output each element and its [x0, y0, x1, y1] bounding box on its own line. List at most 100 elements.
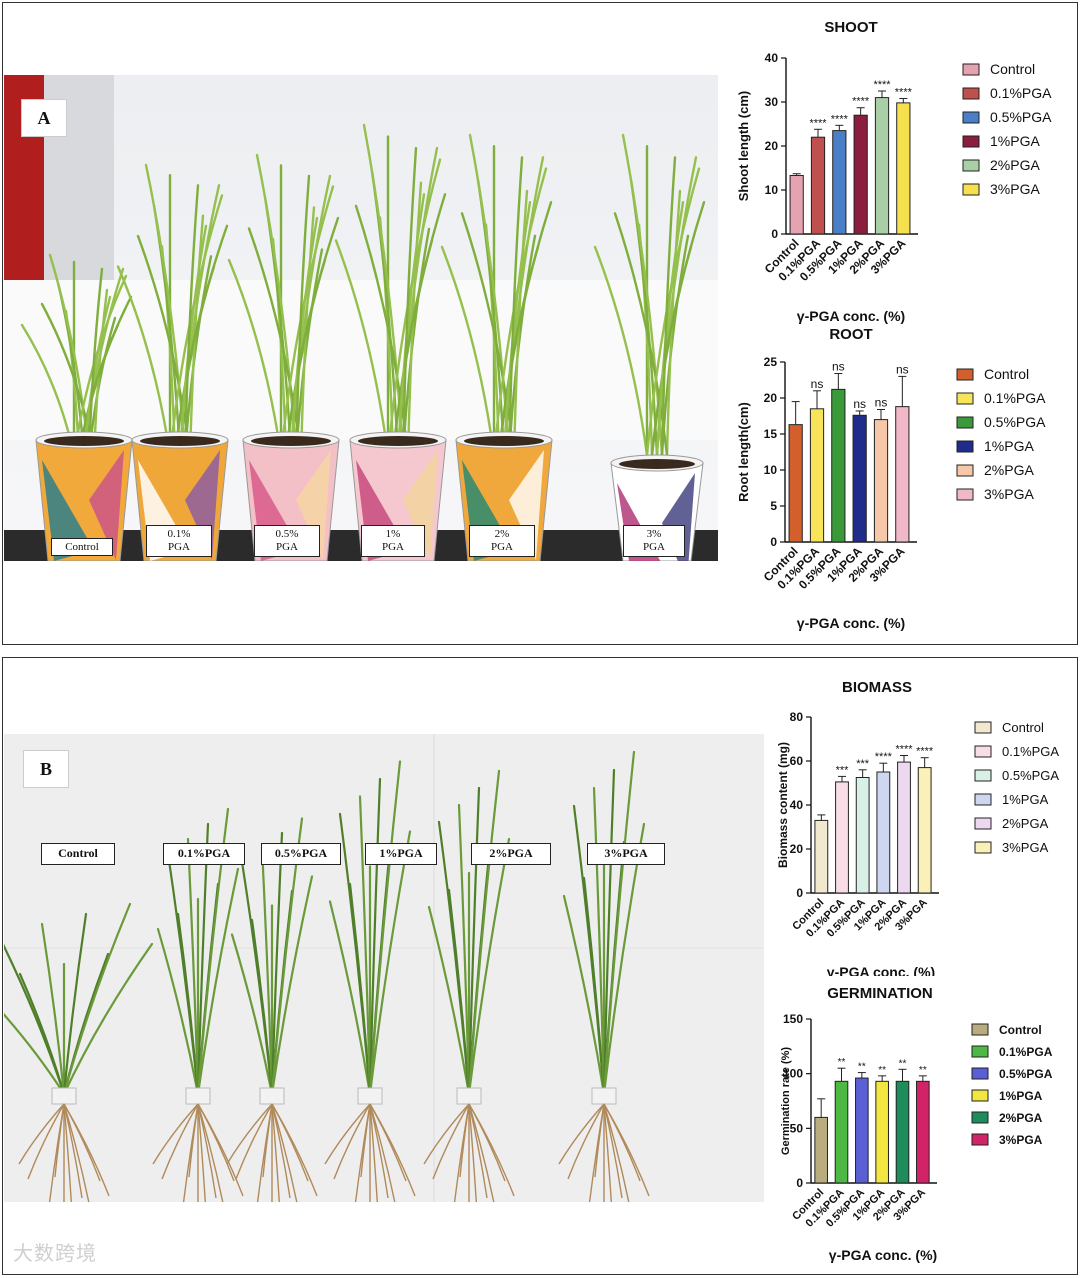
significance-label: **: [899, 1058, 907, 1069]
legend-swatch: [956, 368, 974, 381]
pot-label-line2: PGA: [490, 541, 513, 553]
root-strand: [360, 1103, 371, 1178]
legend-label: 0.1%PGA: [999, 1045, 1053, 1059]
y-tick-label: 60: [790, 754, 804, 768]
chart-title: GERMINATION: [827, 985, 933, 1002]
leaf-blade: [240, 860, 274, 1096]
root-chart: ROOT 0 5 10 15 20 25 Root length(cm) Control ns 0.…: [736, 326, 1046, 631]
leaf-blade: [334, 239, 390, 457]
leaf-blade: [338, 812, 372, 1096]
legend-label: 0.5%PGA: [984, 414, 1046, 430]
leaf-blade: [62, 912, 88, 1096]
seedling-roots-photo: [4, 734, 764, 1202]
bar: [874, 97, 890, 235]
legend-swatch: [956, 464, 974, 477]
leaf-blade: [173, 265, 216, 457]
panel-b: B Control 0.1%PGA 0.5%PGA 1%PGA 2%PGA 3%PGA B…: [2, 657, 1078, 1275]
leaf-blade: [507, 156, 524, 457]
seedling-label: Control: [41, 843, 115, 865]
legend-label: 2%PGA: [984, 462, 1034, 478]
leaf-blade: [602, 768, 616, 1096]
y-axis-label: Biomass content (mg): [776, 742, 790, 868]
legend-label: 2%PGA: [999, 1111, 1043, 1125]
leaf-blade: [156, 927, 200, 1096]
root-strand: [459, 1103, 470, 1178]
pot-label-line1: 2%: [494, 528, 510, 540]
significance-label: **: [878, 1065, 886, 1076]
legend-label: Control: [990, 61, 1035, 77]
paper-tag: [456, 1087, 482, 1105]
leaf-blade: [572, 804, 606, 1096]
leaf-blade: [183, 184, 200, 457]
bar: [916, 1080, 930, 1184]
bar: [876, 771, 891, 894]
significance-label: ns: [875, 396, 888, 410]
leaf-blade: [186, 837, 200, 1096]
y-tick-label: 150: [783, 1012, 803, 1026]
root-strand: [271, 1103, 318, 1197]
significance-label: ns: [811, 377, 824, 391]
significance-label: ****: [916, 746, 934, 758]
panel-b-letter: B: [23, 750, 69, 788]
root-strand: [271, 1103, 281, 1202]
legend-swatch: [971, 1023, 989, 1036]
leaf-blade: [602, 750, 636, 1096]
pot-label-line2: PGA: [275, 541, 298, 553]
legend-swatch: [974, 817, 992, 830]
leaf-blade: [368, 777, 382, 1096]
leaf-blade: [299, 206, 316, 457]
y-tick-label: 15: [764, 427, 778, 441]
significance-label: ****: [831, 113, 849, 125]
legend-swatch: [962, 63, 980, 76]
legend-swatch: [971, 1089, 989, 1102]
y-tick-label: 50: [790, 1121, 804, 1135]
y-tick-label: 40: [790, 798, 804, 812]
leaf-blade: [227, 258, 283, 457]
bar: [835, 781, 849, 894]
root-strand: [468, 1103, 478, 1202]
pot-label-line2: PGA: [642, 541, 665, 553]
y-axis-label: Shoot length (cm): [736, 91, 751, 202]
leaf-blade: [260, 846, 274, 1096]
root-strand: [235, 1103, 273, 1180]
legend-swatch: [974, 721, 992, 734]
pot-label-line1: Control: [65, 541, 99, 553]
leaf-blade: [87, 267, 104, 457]
significance-label: ns: [832, 360, 845, 374]
leaf-blade: [270, 875, 314, 1096]
leaf-blade: [116, 265, 172, 457]
root-strand: [152, 1103, 199, 1165]
pot-label: 0.1% PGA: [146, 525, 212, 557]
cup-pattern: [89, 450, 124, 560]
legend-label: 3%PGA: [999, 1133, 1043, 1147]
bar: [873, 419, 889, 543]
y-tick-label: 5: [770, 499, 777, 513]
cup-pattern: [509, 450, 544, 560]
significance-label: ns: [896, 362, 909, 376]
legend-swatch: [974, 793, 992, 806]
root-strand: [63, 1103, 110, 1197]
root-strand: [567, 1103, 605, 1180]
root-strand: [54, 1103, 65, 1178]
bar: [852, 414, 867, 543]
root-strand: [369, 1103, 416, 1197]
legend-swatch: [962, 159, 980, 172]
legend-label: 1%PGA: [1002, 792, 1049, 807]
bar: [834, 1080, 849, 1184]
cup-pattern: [403, 450, 438, 560]
pot-label-line1: 1%: [385, 528, 401, 540]
significance-label: ****: [895, 744, 913, 756]
leaf-blade: [391, 239, 434, 457]
bar: [895, 406, 910, 543]
paper-tag: [185, 1087, 211, 1105]
root-strand: [603, 1103, 630, 1202]
x-axis-label: γ-PGA conc. (%): [797, 308, 905, 324]
root-strand: [271, 1103, 298, 1202]
y-axis-label: Root length(cm): [736, 402, 751, 502]
leaf-blade: [467, 786, 481, 1096]
cup-pattern: [296, 450, 331, 560]
legend-label: 0.1%PGA: [990, 85, 1052, 101]
y-tick-label: 0: [796, 1176, 803, 1190]
leaf-blade: [328, 900, 372, 1096]
leaf-blade: [188, 214, 205, 457]
